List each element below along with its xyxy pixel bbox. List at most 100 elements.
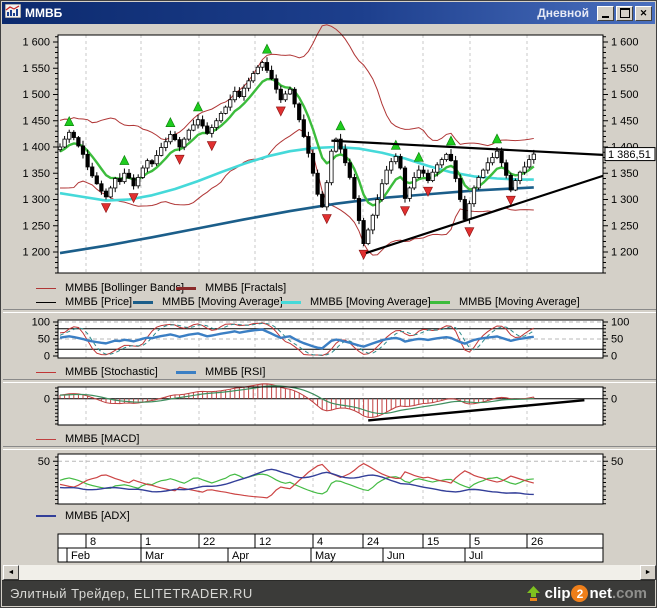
candle-body: [531, 153, 536, 160]
title-bar[interactable]: ММВБ Дневной ✕: [2, 2, 655, 24]
candle-body: [476, 177, 481, 189]
indicator-axis-label: 0: [611, 351, 617, 363]
candle-body: [375, 199, 380, 216]
price-axis-label: 1 550: [22, 63, 50, 75]
candle-body: [292, 88, 297, 105]
candle-body: [149, 160, 155, 165]
day-label: 8: [90, 536, 96, 548]
price-axis-label: 1 350: [22, 168, 50, 180]
di-plus-line: [59, 473, 534, 495]
month-label: Jul: [469, 550, 483, 562]
moving-average-mid: [59, 145, 534, 202]
scroll-left-button[interactable]: ◄: [3, 565, 19, 580]
macd-line: [59, 383, 534, 418]
horizontal-scrollbar[interactable]: ◄ ►: [3, 565, 656, 580]
fractal-down-icon: [174, 154, 185, 165]
macd-signal-line: [59, 385, 534, 415]
candle-body: [402, 167, 408, 199]
candle-body: [453, 160, 458, 179]
candle-body: [255, 66, 260, 74]
legend-label: ММВБ [Price]: [65, 296, 133, 308]
fractal-down-icon: [101, 203, 111, 214]
candle-body: [186, 129, 191, 140]
candle-body: [485, 162, 490, 171]
month-label: May: [315, 550, 336, 562]
price-axis-label: 1 600: [611, 37, 639, 49]
candle-body: [241, 87, 247, 97]
price-axis-label: 1 400: [22, 142, 50, 154]
scrollbar-track[interactable]: [19, 565, 640, 580]
candle-body: [205, 125, 210, 134]
candle-body: [159, 147, 164, 156]
candle-body: [90, 166, 95, 177]
bollinger-upper-band: [59, 24, 534, 147]
month-label: Jun: [387, 550, 405, 562]
candle-body: [62, 138, 67, 148]
scroll-right-button[interactable]: ►: [640, 565, 656, 580]
fractal-down-icon: [505, 195, 516, 206]
candle-body: [398, 156, 403, 169]
stochastic-d-line: [59, 322, 535, 356]
indicator-axis-label: 0: [611, 393, 617, 405]
candle-body: [287, 88, 293, 95]
candle-body: [462, 199, 467, 220]
legend-item: ММВБ [MACD]: [36, 433, 139, 445]
maximize-button[interactable]: [616, 5, 633, 21]
chart-workspace: 1 200 1 200 1 250 1 250 1 300 1 300 1 350 1 350…: [3, 24, 656, 581]
minimize-button[interactable]: [597, 5, 614, 21]
indicator-axis-label: 100: [611, 317, 629, 329]
price-axis-label: 1 500: [611, 89, 639, 101]
day-label: 4: [317, 536, 323, 548]
panel-separator: [3, 446, 656, 450]
candle-body: [57, 146, 63, 151]
fractal-down-icon: [321, 214, 332, 225]
candles: [57, 57, 536, 247]
fractal-down-icon: [275, 106, 286, 117]
candle-body: [499, 150, 504, 164]
clip2net-watermark: clip 2 net .com: [526, 585, 647, 602]
candle-body: [416, 169, 421, 178]
fractal-up-icon: [64, 116, 75, 126]
legend-label: ММВБ [Moving Average]: [310, 296, 431, 308]
minimize-icon: [602, 15, 609, 18]
day-label: 15: [427, 536, 439, 548]
chart-window-icon: [4, 3, 22, 23]
maximize-icon: [619, 8, 630, 18]
candle-body: [260, 62, 265, 68]
indicator-axis-label: 50: [38, 456, 50, 468]
legend-swatch: [176, 370, 196, 374]
candle-body: [352, 177, 357, 199]
candle-body: [458, 178, 463, 200]
candle-body: [471, 187, 477, 205]
legend-label: ММВБ [Stochastic]: [65, 366, 158, 378]
candle-body: [393, 156, 398, 163]
day-label: 26: [531, 536, 543, 548]
candle-body: [444, 153, 449, 161]
candle-body: [214, 120, 219, 128]
legend-item: ММВБ [Moving Average]: [281, 296, 431, 308]
candle-body: [513, 180, 518, 191]
close-button[interactable]: ✕: [635, 5, 652, 21]
candle-body: [103, 190, 109, 198]
candle-body: [251, 73, 256, 82]
candle-body: [163, 141, 168, 148]
fractal-down-icon: [206, 141, 217, 152]
legend-label: ММВБ [MACD]: [65, 433, 140, 445]
legend-item: ММВБ [Moving Average]: [133, 296, 283, 308]
fractal-up-icon: [165, 117, 176, 128]
candle-body: [297, 103, 302, 121]
candle-body: [412, 177, 417, 189]
candle-body: [338, 138, 343, 150]
watermark-two: 2: [571, 585, 589, 602]
legend-item: ММВБ [Stochastic]: [36, 366, 158, 378]
candle-body: [237, 90, 242, 97]
candle-body: [113, 178, 118, 189]
candle-body: [384, 169, 389, 185]
macd-trendline: [368, 399, 585, 422]
candle-body: [182, 138, 187, 148]
price-axis-label: 1 250: [611, 220, 639, 232]
indicator-axis-label: 50: [38, 334, 50, 346]
legend-swatch: [176, 286, 196, 290]
indicator-axis-label: 0: [44, 351, 50, 363]
fractal-up-icon: [335, 120, 346, 131]
